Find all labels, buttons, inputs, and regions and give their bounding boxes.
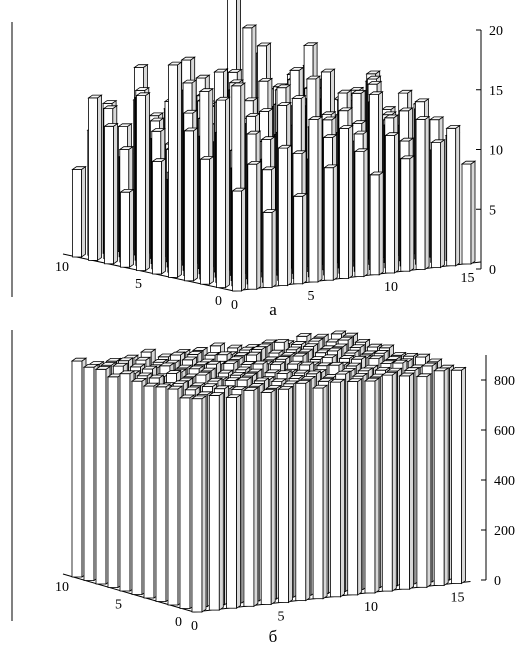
x-tick-label: 5 [278,610,285,625]
bar [430,139,446,269]
bar [199,155,215,285]
bar [368,171,385,276]
bar [119,188,135,268]
bar [460,160,477,265]
z-tick-label: 10 [489,144,503,159]
caption-a: а [269,300,277,319]
bar [329,378,346,598]
y-tick-label: 0 [175,615,182,630]
bar [215,96,231,289]
x-tick-label: 0 [231,298,238,313]
bar [231,187,247,292]
y-tick-label: 5 [115,598,122,613]
bar [294,379,312,602]
z-tick-label: 0 [494,574,501,589]
bar [167,61,183,279]
bar [183,127,199,282]
bar [135,92,151,272]
bar [450,366,467,585]
z-tick-label: 400 [494,474,515,489]
z-tick-label: 600 [494,424,515,439]
bar [87,94,103,262]
z-tick-label: 5 [489,203,496,218]
bar [363,377,381,594]
chart-b: 0 200 400 600 800 0 5 10 15 0 5 10 [11,330,515,634]
y-tick-label: 5 [135,277,142,292]
bar [338,124,354,280]
z-tick-label: 0 [489,263,496,278]
bar [277,144,293,287]
x-tick-label: 5 [308,289,315,304]
bar [414,115,431,271]
x-tick-label: 15 [461,271,475,286]
y-tick-label: 0 [215,294,222,309]
bar [103,122,119,265]
bar [384,131,400,274]
bar [261,208,278,289]
bar [71,165,87,258]
bar [292,192,308,285]
z-tick-label: 200 [494,524,515,539]
y-tick-label: 10 [55,580,69,595]
bar [259,388,277,606]
bar [307,115,324,283]
bar [151,157,167,275]
bar [381,371,398,592]
bar [445,124,461,267]
x-tick-label: 0 [191,619,198,634]
bar [353,148,370,278]
bar [246,160,263,290]
y-tick-label: 10 [55,260,69,275]
caption-b: б [268,627,278,646]
bar [323,164,339,281]
bar [311,384,329,600]
bar [398,372,415,590]
bar [415,373,433,589]
bar [225,393,242,609]
bar [399,155,416,272]
z-tick-label: 800 [494,374,515,389]
bar [208,391,225,611]
z-tick-label: 20 [489,24,503,39]
bar [242,386,260,608]
x-tick-label: 15 [451,591,465,606]
x-tick-label: 10 [384,280,398,295]
x-tick-label: 10 [364,600,378,615]
chart-a: 0 5 10 15 20 0 5 10 15 0 5 10 [11,0,503,313]
bar [346,377,363,596]
bar [190,395,208,613]
z-tick-label: 15 [489,84,503,99]
bar [432,367,450,587]
bar [277,385,294,604]
